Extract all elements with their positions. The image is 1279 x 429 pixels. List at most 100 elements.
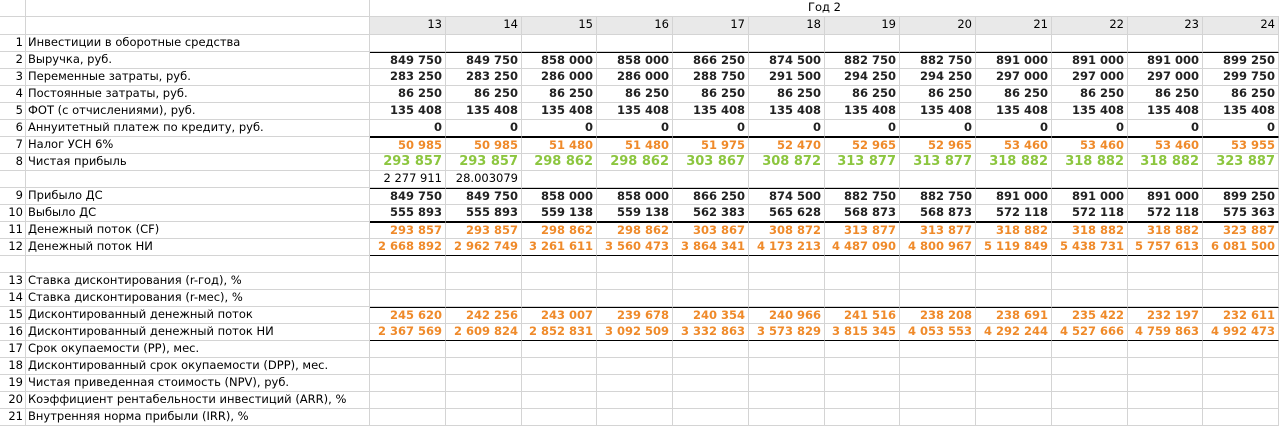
value-cell[interactable] [1203, 409, 1279, 426]
value-cell[interactable]: 891 000 [1128, 52, 1203, 69]
value-cell[interactable]: 0 [976, 120, 1052, 137]
month-header-cell[interactable]: 19 [825, 17, 900, 35]
value-cell[interactable] [1128, 35, 1203, 52]
value-cell[interactable]: 86 250 [522, 86, 597, 103]
row-label-cell[interactable]: ФОТ (с отчислениями), руб. [26, 103, 370, 120]
row-label-cell[interactable]: Прибыло ДС [26, 188, 370, 205]
value-cell[interactable] [976, 392, 1052, 409]
value-cell[interactable] [900, 273, 976, 290]
row-label-cell[interactable]: Чистая прибыль [26, 154, 370, 171]
row-label-cell[interactable]: Дисконтированный денежный поток [26, 307, 370, 324]
row-number-cell[interactable]: 20 [0, 392, 26, 409]
value-cell[interactable]: 51 480 [597, 137, 673, 154]
value-cell[interactable]: 3 815 345 [825, 324, 900, 341]
month-header-cell[interactable]: 15 [522, 17, 597, 35]
value-cell[interactable] [900, 290, 976, 307]
value-cell[interactable] [1128, 409, 1203, 426]
value-cell[interactable] [1128, 341, 1203, 358]
value-cell[interactable]: 3 261 611 [522, 239, 597, 256]
value-cell[interactable] [522, 358, 597, 375]
value-cell[interactable] [825, 341, 900, 358]
row-number-cell[interactable]: 17 [0, 341, 26, 358]
value-cell[interactable]: 53 460 [1052, 137, 1128, 154]
row-number-cell[interactable]: 13 [0, 273, 26, 290]
value-cell[interactable]: 2 609 824 [446, 324, 522, 341]
value-cell[interactable] [1203, 256, 1279, 273]
value-cell[interactable] [597, 392, 673, 409]
value-cell[interactable] [673, 290, 749, 307]
value-cell[interactable]: 86 250 [900, 86, 976, 103]
value-cell[interactable]: 293 857 [370, 154, 446, 171]
value-cell[interactable] [825, 375, 900, 392]
label-cell[interactable] [26, 17, 370, 35]
value-cell[interactable]: 882 750 [825, 52, 900, 69]
year-label[interactable]: Год 2 [370, 0, 1279, 17]
value-cell[interactable]: 135 408 [900, 103, 976, 120]
value-cell[interactable] [825, 392, 900, 409]
row-number-cell[interactable]: 6 [0, 120, 26, 137]
value-cell[interactable] [1052, 256, 1128, 273]
value-cell[interactable] [1052, 273, 1128, 290]
value-cell[interactable]: 858 000 [522, 188, 597, 205]
row-number-cell[interactable]: 21 [0, 409, 26, 426]
value-cell[interactable]: 0 [597, 120, 673, 137]
value-cell[interactable]: 572 118 [1128, 205, 1203, 222]
value-cell[interactable] [446, 290, 522, 307]
value-cell[interactable] [825, 35, 900, 52]
month-header-cell[interactable]: 14 [446, 17, 522, 35]
row-number-cell[interactable]: 4 [0, 86, 26, 103]
value-cell[interactable] [900, 341, 976, 358]
value-cell[interactable] [673, 375, 749, 392]
row-label-cell[interactable]: Налог УСН 6% [26, 137, 370, 154]
value-cell[interactable] [597, 358, 673, 375]
value-cell[interactable] [1203, 273, 1279, 290]
value-cell[interactable] [446, 35, 522, 52]
row-label-cell[interactable]: Чистая приведенная стоимость (NPV), руб. [26, 375, 370, 392]
value-cell[interactable]: 235 422 [1052, 307, 1128, 324]
value-cell[interactable]: 294 250 [900, 69, 976, 86]
value-cell[interactable]: 135 408 [522, 103, 597, 120]
value-cell[interactable] [825, 290, 900, 307]
value-cell[interactable]: 5 438 731 [1052, 239, 1128, 256]
value-cell[interactable]: 3 332 863 [673, 324, 749, 341]
value-cell[interactable] [1052, 171, 1128, 188]
value-cell[interactable]: 0 [1203, 120, 1279, 137]
value-cell[interactable] [976, 409, 1052, 426]
value-cell[interactable] [370, 256, 446, 273]
value-cell[interactable]: 0 [749, 120, 825, 137]
value-cell[interactable]: 4 527 666 [1052, 324, 1128, 341]
month-header-cell[interactable]: 20 [900, 17, 976, 35]
value-cell[interactable]: 572 118 [1052, 205, 1128, 222]
value-cell[interactable]: 52 470 [749, 137, 825, 154]
value-cell[interactable] [976, 375, 1052, 392]
row-label-cell[interactable]: Дисконтированный денежный поток НИ [26, 324, 370, 341]
value-cell[interactable]: 4 292 244 [976, 324, 1052, 341]
value-cell[interactable] [522, 35, 597, 52]
value-cell[interactable]: 565 628 [749, 205, 825, 222]
value-cell[interactable]: 240 354 [673, 307, 749, 324]
value-cell[interactable] [370, 392, 446, 409]
value-cell[interactable]: 313 877 [825, 154, 900, 171]
value-cell[interactable]: 283 250 [446, 69, 522, 86]
value-cell[interactable]: 3 560 473 [597, 239, 673, 256]
value-cell[interactable] [597, 290, 673, 307]
value-cell[interactable]: 0 [825, 120, 900, 137]
value-cell[interactable] [522, 409, 597, 426]
value-cell[interactable] [522, 392, 597, 409]
value-cell[interactable]: 135 408 [976, 103, 1052, 120]
value-cell[interactable]: 2 277 911 [370, 171, 446, 188]
value-cell[interactable]: 297 000 [976, 69, 1052, 86]
value-cell[interactable]: 288 750 [673, 69, 749, 86]
value-cell[interactable]: 50 985 [446, 137, 522, 154]
value-cell[interactable] [976, 341, 1052, 358]
value-cell[interactable]: 882 750 [825, 188, 900, 205]
value-cell[interactable]: 52 965 [900, 137, 976, 154]
value-cell[interactable] [749, 171, 825, 188]
value-cell[interactable] [522, 375, 597, 392]
value-cell[interactable]: 3 092 509 [597, 324, 673, 341]
value-cell[interactable]: 0 [370, 120, 446, 137]
value-cell[interactable] [749, 290, 825, 307]
value-cell[interactable]: 135 408 [597, 103, 673, 120]
value-cell[interactable] [370, 35, 446, 52]
value-cell[interactable] [749, 358, 825, 375]
